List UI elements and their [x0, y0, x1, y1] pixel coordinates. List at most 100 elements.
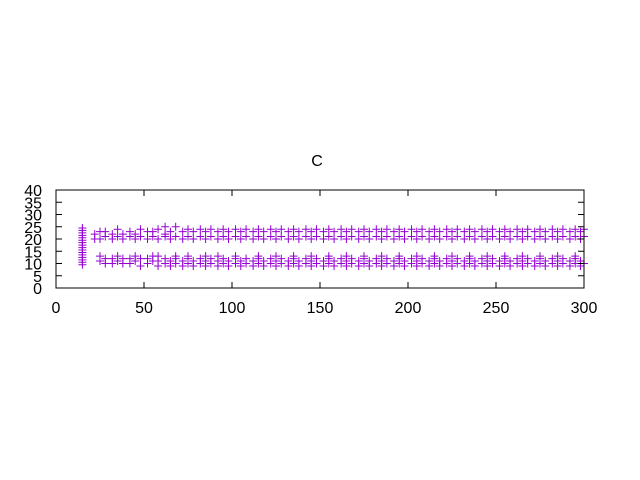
data-point — [360, 252, 368, 261]
data-point — [442, 232, 451, 241]
data-point — [465, 232, 474, 241]
data-point — [365, 227, 374, 236]
data-point — [372, 225, 381, 234]
data-point — [395, 232, 404, 241]
x-tick-label: 300 — [571, 300, 598, 317]
data-point — [196, 254, 205, 263]
data-point — [108, 230, 117, 239]
data-point — [184, 232, 192, 241]
data-point — [523, 254, 532, 263]
data-point — [460, 235, 469, 243]
data-point — [541, 257, 550, 266]
data-point — [161, 222, 170, 231]
data-point — [224, 227, 233, 236]
data-point — [337, 232, 346, 241]
data-point — [196, 225, 205, 234]
data-point — [78, 223, 87, 232]
data-point — [171, 232, 180, 241]
data-point — [430, 232, 439, 241]
data-point — [506, 235, 515, 243]
data-point — [483, 235, 492, 243]
data-point — [477, 254, 486, 263]
data-point — [418, 232, 427, 241]
data-point — [272, 252, 280, 261]
data-point — [319, 227, 328, 236]
data-point — [189, 235, 198, 243]
data-point — [347, 254, 356, 263]
data-point — [206, 254, 215, 263]
data-point — [435, 235, 444, 243]
data-point — [178, 257, 187, 266]
data-point — [571, 225, 580, 234]
data-point — [184, 225, 192, 234]
data-point — [495, 227, 504, 236]
data-point — [425, 227, 434, 236]
data-point — [506, 227, 515, 236]
data-point — [400, 227, 409, 236]
data-point — [488, 225, 497, 234]
data-point — [513, 225, 522, 234]
data-point — [242, 254, 251, 263]
data-point — [131, 252, 140, 261]
data-point — [161, 230, 170, 239]
data-point — [101, 254, 110, 263]
data-point — [294, 227, 303, 236]
data-point — [131, 230, 140, 239]
data-point — [407, 254, 416, 263]
data-point — [377, 235, 386, 243]
data-point — [125, 254, 134, 263]
data-point — [201, 252, 210, 261]
data-point — [571, 252, 580, 261]
data-point — [495, 257, 504, 266]
data-point — [382, 254, 391, 263]
data-point — [236, 227, 245, 236]
data-point — [113, 252, 122, 261]
data-point — [453, 225, 462, 234]
data-point — [301, 225, 310, 234]
data-point — [412, 227, 421, 236]
data-point — [324, 232, 333, 241]
data-point — [96, 235, 104, 243]
data-point — [90, 230, 99, 239]
data-point — [395, 252, 404, 261]
data-point — [407, 225, 416, 234]
data-point — [365, 235, 374, 243]
y-tick-label: 10 — [24, 257, 42, 274]
data-point — [553, 227, 562, 236]
data-point — [254, 252, 263, 261]
data-point — [101, 227, 110, 236]
data-point — [448, 252, 456, 261]
x-tick-label: 100 — [219, 300, 246, 317]
y-tick-label: 25 — [24, 220, 42, 237]
chart-title: C — [311, 153, 323, 170]
data-point — [395, 225, 404, 234]
data-point — [136, 261, 145, 270]
data-point — [500, 225, 509, 234]
data-point — [342, 252, 351, 261]
data-point — [565, 235, 574, 243]
data-point — [154, 235, 163, 243]
x-tick-label: 0 — [52, 300, 61, 317]
data-point — [412, 235, 421, 243]
data-point — [113, 232, 122, 241]
data-point — [242, 225, 251, 234]
data-point — [536, 232, 544, 241]
data-point — [307, 235, 316, 243]
data-point — [500, 232, 509, 241]
data-point — [236, 257, 245, 266]
data-point — [418, 225, 427, 234]
data-point — [242, 232, 251, 241]
data-point — [360, 232, 368, 241]
data-point — [136, 254, 145, 263]
data-point — [506, 257, 515, 266]
data-point — [143, 254, 152, 263]
data-point — [161, 254, 170, 263]
data-point — [523, 225, 532, 234]
data-point — [558, 254, 567, 263]
data-point — [118, 254, 127, 263]
data-point — [337, 225, 346, 234]
data-point — [312, 254, 321, 263]
data-point — [518, 235, 527, 243]
data-point — [389, 227, 398, 236]
data-point — [354, 257, 363, 266]
